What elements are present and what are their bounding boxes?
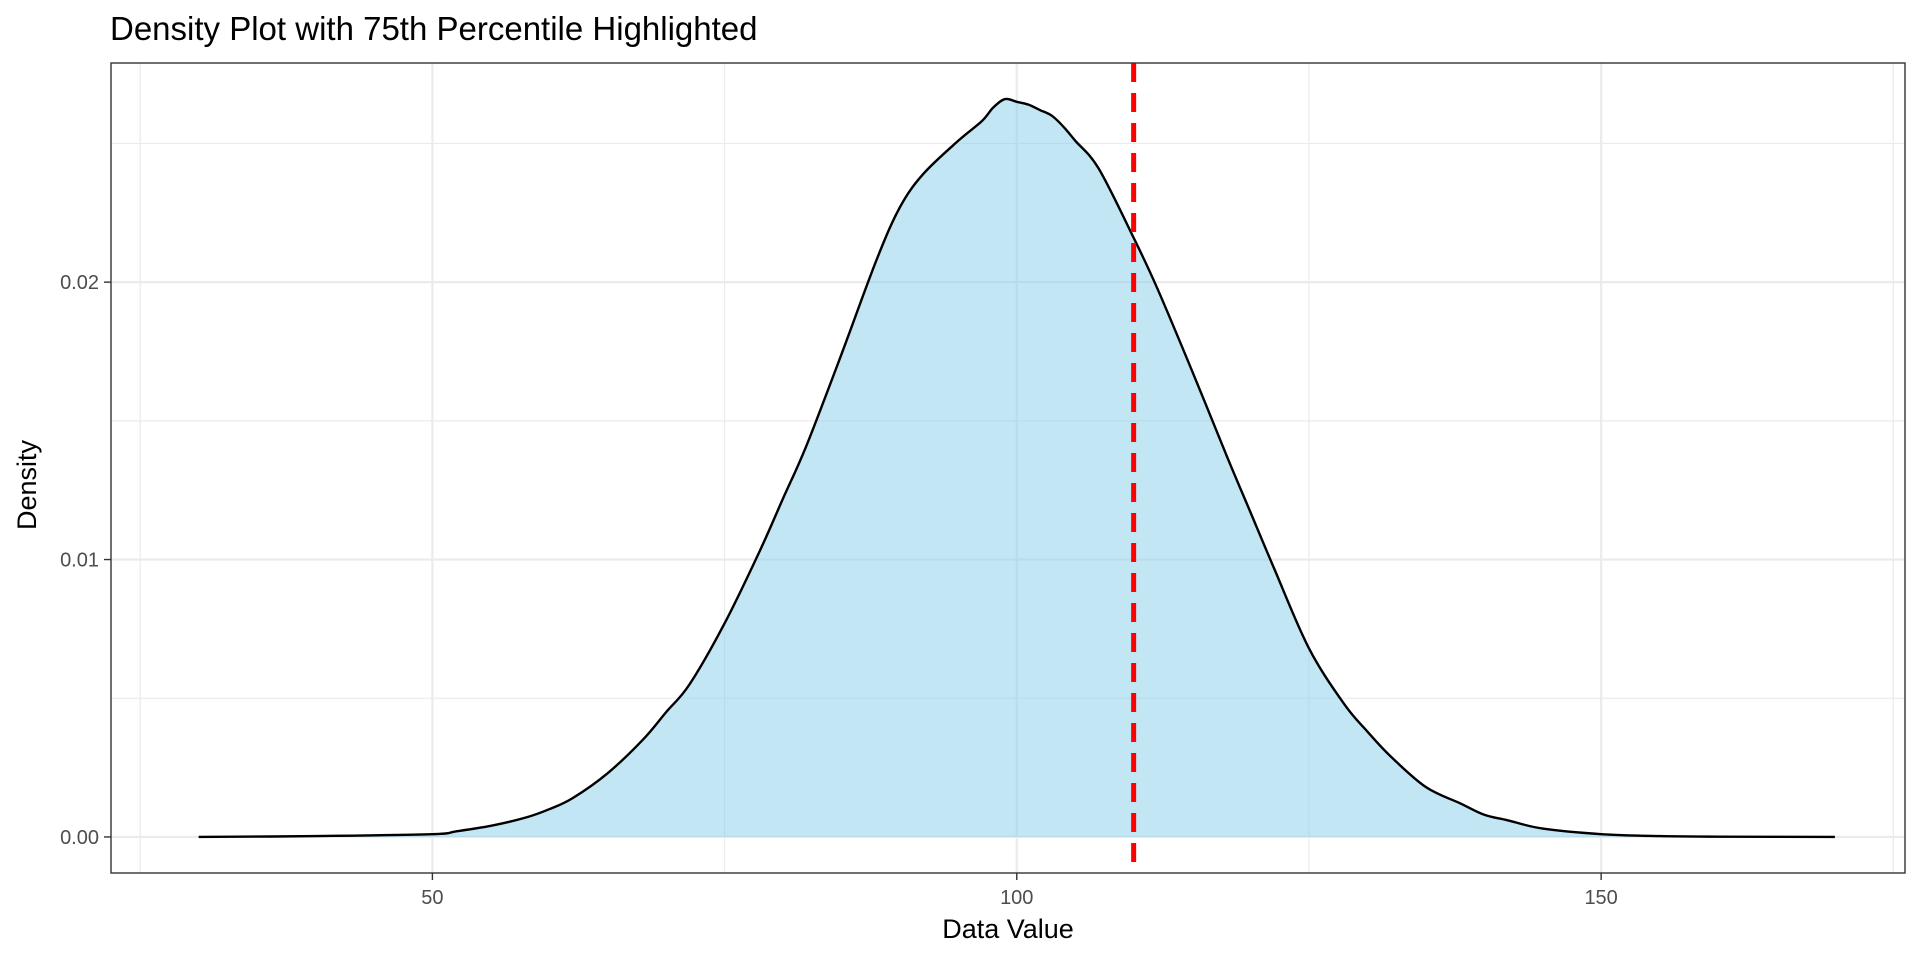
- x-axis-title: Data Value: [942, 914, 1074, 944]
- density-curve: [198, 97, 1835, 839]
- panel-border: [110, 62, 1906, 874]
- x-tick-label: 50: [421, 887, 443, 909]
- x-tick-label: 150: [1584, 887, 1617, 909]
- x-tick-label: 100: [1000, 887, 1033, 909]
- y-axis-title: Density: [12, 439, 42, 530]
- y-axis: 0.00 0.01 0.02: [60, 272, 111, 849]
- x-axis: 50 100 150: [421, 873, 1618, 909]
- y-tick-label: 0.00: [60, 827, 99, 849]
- y-tick-label: 0.01: [60, 550, 99, 572]
- density-area: [198, 98, 1835, 837]
- y-tick-label: 0.02: [60, 272, 99, 294]
- chart-title: Density Plot with 75th Percentile Highli…: [110, 10, 758, 47]
